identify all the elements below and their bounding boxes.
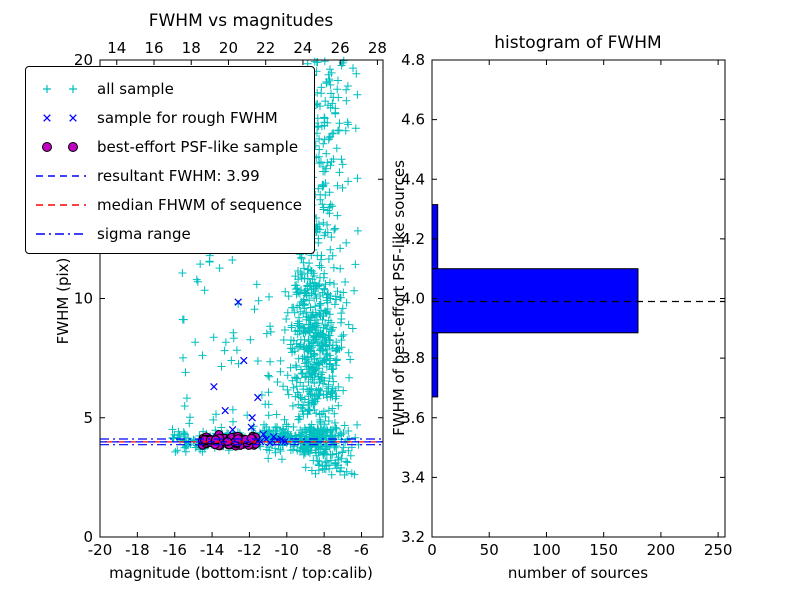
svg-text:3.4: 3.4 — [401, 468, 425, 486]
legend-label: sigma range — [97, 224, 191, 243]
svg-text:4.4: 4.4 — [401, 170, 425, 188]
svg-text:14: 14 — [107, 39, 126, 57]
all-sample-marker-icon — [33, 80, 89, 98]
svg-text:250: 250 — [704, 541, 733, 559]
resultant-fwhm-line-icon — [33, 167, 89, 185]
svg-text:20: 20 — [74, 51, 93, 69]
legend-item-psf-sample: best-effort PSF-like sample — [33, 132, 302, 161]
svg-text:26: 26 — [331, 39, 350, 57]
right-plot-title: histogram of FWHM — [494, 33, 662, 53]
svg-text:4.8: 4.8 — [401, 51, 425, 69]
legend-label: sample for rough FWHM — [97, 108, 278, 127]
median-fwhm-line-icon — [33, 196, 89, 214]
svg-text:16: 16 — [144, 39, 163, 57]
svg-text:22: 22 — [256, 39, 275, 57]
svg-text:-10: -10 — [275, 541, 300, 559]
svg-text:28: 28 — [368, 39, 387, 57]
legend-item-rough-fwhm-sample: sample for rough FWHM — [33, 103, 302, 132]
svg-text:100: 100 — [532, 541, 561, 559]
svg-text:4.2: 4.2 — [401, 230, 425, 248]
svg-text:20: 20 — [219, 39, 238, 57]
svg-text:-20: -20 — [88, 541, 113, 559]
svg-text:5: 5 — [83, 409, 93, 427]
svg-text:-18: -18 — [125, 541, 150, 559]
svg-text:3.6: 3.6 — [401, 409, 425, 427]
legend: all sample sample for rough FWHM best-ef… — [25, 66, 315, 254]
left-plot-title: FWHM vs magnitudes — [148, 11, 334, 31]
svg-text:-6: -6 — [354, 541, 369, 559]
svg-text:-8: -8 — [317, 541, 332, 559]
svg-text:10: 10 — [74, 290, 93, 308]
legend-label: all sample — [97, 79, 174, 98]
legend-label: median FHWM of sequence — [97, 195, 302, 214]
svg-text:0: 0 — [83, 528, 93, 546]
svg-text:3.2: 3.2 — [401, 528, 425, 546]
svg-text:4.0: 4.0 — [401, 290, 425, 308]
svg-text:4.6: 4.6 — [401, 111, 425, 129]
legend-item-sigma-range: sigma range — [33, 219, 302, 248]
svg-text:24: 24 — [293, 39, 312, 57]
legend-item-all-sample: all sample — [33, 74, 302, 103]
legend-label: best-effort PSF-like sample — [97, 137, 299, 156]
svg-text:-16: -16 — [162, 541, 187, 559]
svg-text:0: 0 — [427, 541, 437, 559]
rough-fwhm-marker-icon — [33, 109, 89, 127]
svg-text:-14: -14 — [200, 541, 225, 559]
svg-text:200: 200 — [647, 541, 676, 559]
legend-item-median-fwhm: median FHWM of sequence — [33, 190, 302, 219]
svg-text:3.8: 3.8 — [401, 349, 425, 367]
svg-text:150: 150 — [589, 541, 618, 559]
legend-label: resultant FWHM: 3.99 — [97, 166, 260, 185]
svg-text:18: 18 — [182, 39, 201, 57]
right-plot-ylabel: FWHM of best-effort PSF-like sources — [390, 160, 408, 436]
svg-text:-12: -12 — [237, 541, 262, 559]
legend-item-resultant-fwhm: resultant FWHM: 3.99 — [33, 161, 302, 190]
psf-sample-marker-icon — [33, 138, 89, 156]
right-plot-xlabel: number of sources — [507, 564, 649, 582]
sigma-range-line-icon — [33, 225, 89, 243]
left-plot-xlabel: magnitude (bottom:isnt / top:calib) — [109, 564, 373, 582]
svg-text:50: 50 — [480, 541, 499, 559]
